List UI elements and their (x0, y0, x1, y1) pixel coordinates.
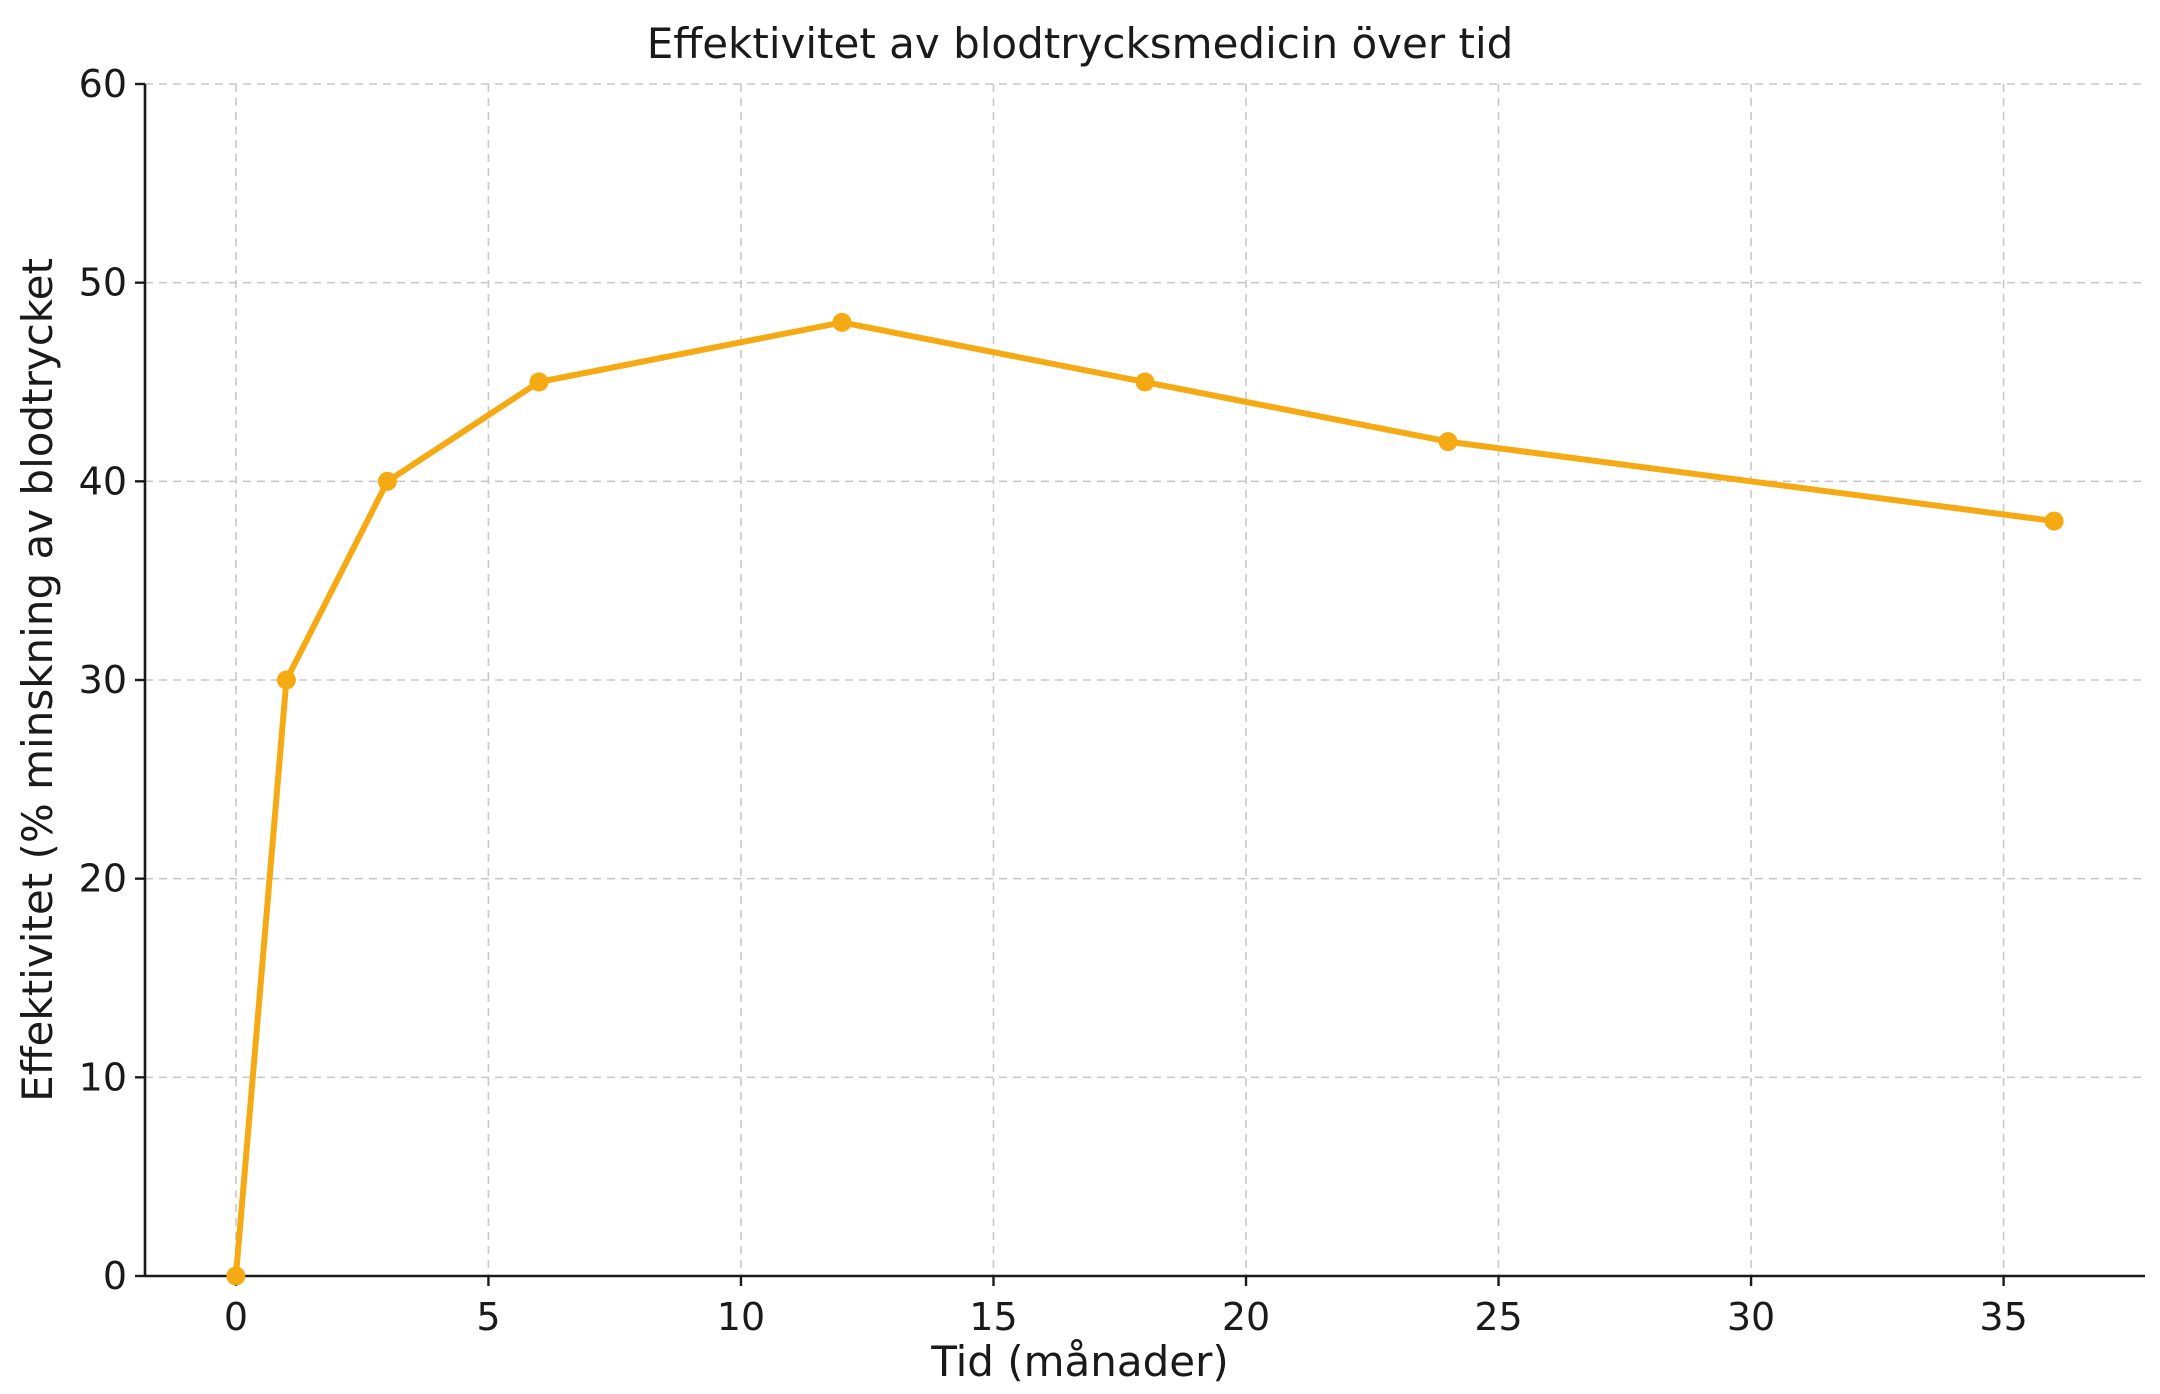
data-point (529, 372, 549, 392)
data-point (1135, 372, 1155, 392)
x-axis-label: Tid (månader) (930, 1337, 1229, 1386)
data-point (2044, 511, 2064, 531)
x-tick-label: 0 (224, 1295, 248, 1339)
y-tick-label: 10 (79, 1055, 127, 1099)
y-tick-label: 20 (79, 857, 127, 901)
data-point (832, 312, 852, 332)
x-tick-label: 35 (1979, 1295, 2027, 1339)
data-point (377, 471, 397, 491)
y-tick-label: 30 (79, 658, 127, 702)
series (226, 312, 2064, 1286)
x-tick-label: 25 (1474, 1295, 1522, 1339)
data-point (1438, 432, 1458, 452)
y-tick-label: 60 (79, 62, 127, 106)
x-tick-label: 20 (1222, 1295, 1270, 1339)
chart-title: Effektivitet av blodtrycksmedicin över t… (647, 19, 1514, 68)
x-tick-label: 15 (969, 1295, 1017, 1339)
data-point (276, 670, 296, 690)
y-tick-label: 40 (79, 459, 127, 503)
data-point (226, 1266, 246, 1286)
y-axis-label: Effektivitet (% minskning av blodtrycket (13, 258, 62, 1102)
ticks: 0 5 10 15 20 25 30 35 0 10 20 30 40 50 60 (79, 62, 2028, 1339)
series-line (232, 319, 2058, 1279)
x-tick-label: 10 (717, 1295, 765, 1339)
grid (145, 83, 2145, 1276)
x-tick-label: 30 (1727, 1295, 1775, 1339)
y-tick-label: 0 (103, 1254, 127, 1298)
x-tick-label: 5 (476, 1295, 500, 1339)
y-tick-label: 50 (79, 261, 127, 305)
